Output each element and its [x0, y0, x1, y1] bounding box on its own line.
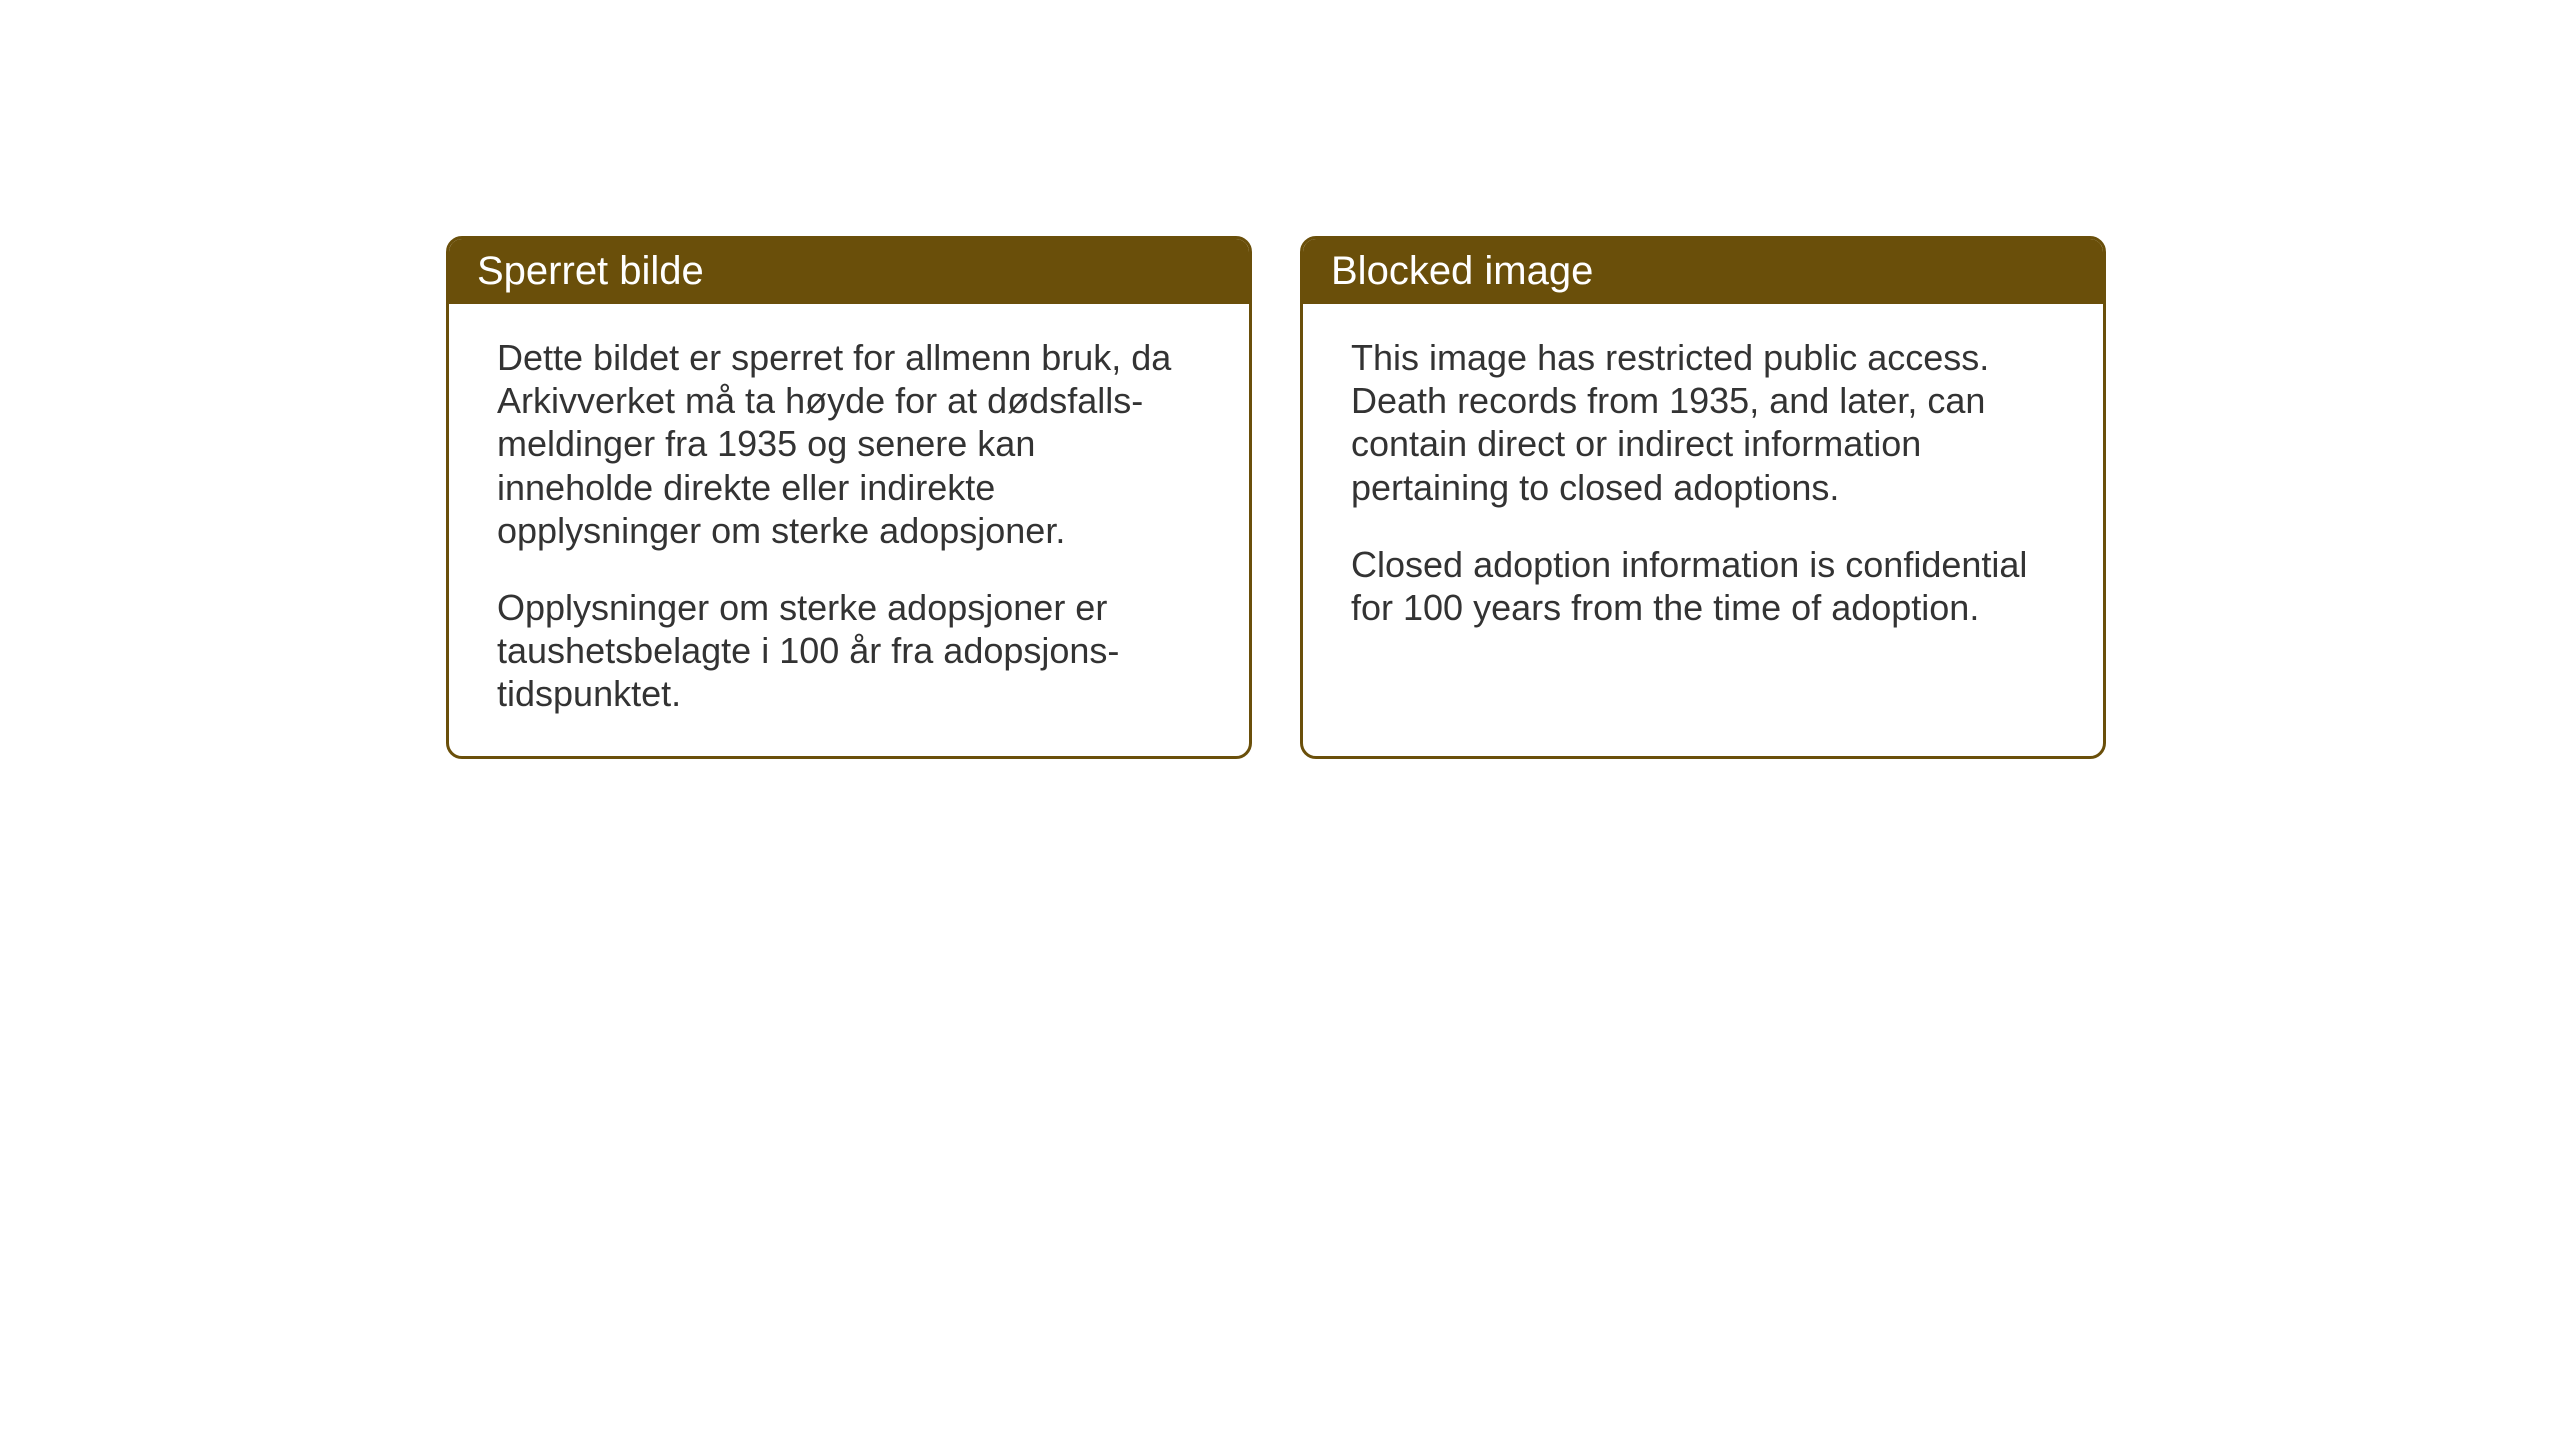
notice-header-norwegian: Sperret bilde [449, 239, 1249, 304]
notice-paragraph-2-norwegian: Opplysninger om sterke adopsjoner er tau… [497, 586, 1201, 716]
notice-container: Sperret bilde Dette bildet er sperret fo… [0, 0, 2560, 759]
notice-box-english: Blocked image This image has restricted … [1300, 236, 2106, 759]
notice-title-norwegian: Sperret bilde [477, 249, 704, 293]
notice-body-norwegian: Dette bildet er sperret for allmenn bruk… [449, 304, 1249, 756]
notice-title-english: Blocked image [1331, 249, 1593, 293]
notice-paragraph-1-norwegian: Dette bildet er sperret for allmenn bruk… [497, 336, 1201, 552]
notice-paragraph-2-english: Closed adoption information is confident… [1351, 543, 2055, 629]
notice-box-norwegian: Sperret bilde Dette bildet er sperret fo… [446, 236, 1252, 759]
notice-paragraph-1-english: This image has restricted public access.… [1351, 336, 2055, 509]
notice-header-english: Blocked image [1303, 239, 2103, 304]
notice-body-english: This image has restricted public access.… [1303, 304, 2103, 669]
